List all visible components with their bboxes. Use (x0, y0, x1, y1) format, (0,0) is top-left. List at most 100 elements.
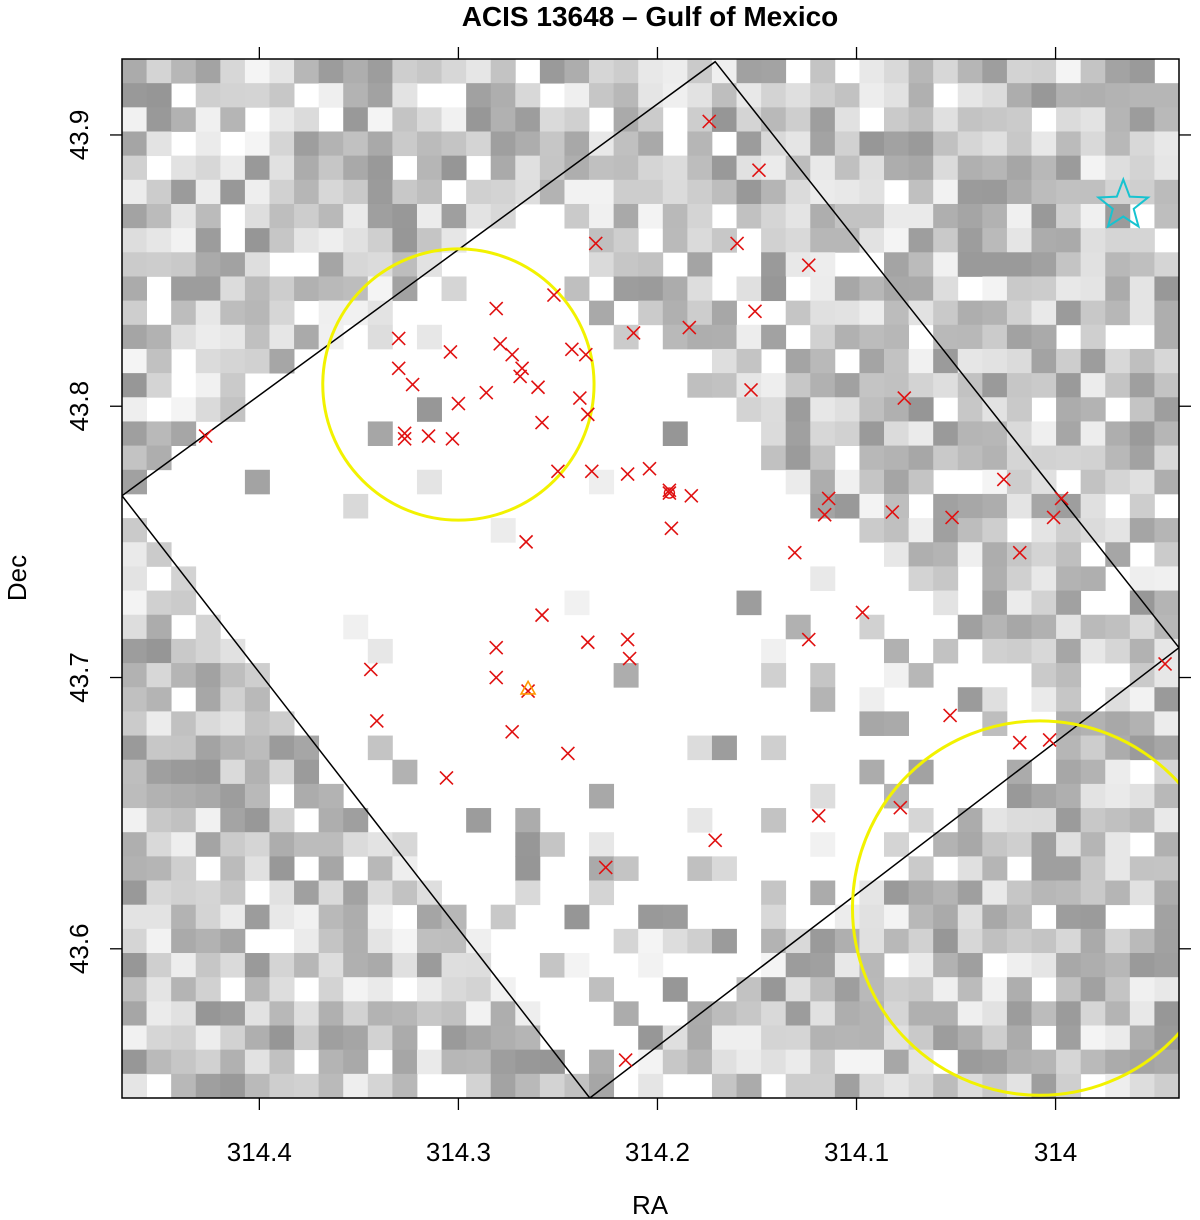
heatmap-cell (859, 421, 885, 446)
heatmap-cell (810, 397, 836, 422)
source-x-marker (451, 396, 466, 411)
heatmap-cell (859, 373, 885, 398)
heatmap-cell (785, 977, 811, 1002)
heatmap-cell (539, 953, 565, 978)
heatmap-cell (1080, 155, 1106, 181)
heatmap-cell (638, 928, 664, 954)
heatmap-cell (736, 977, 762, 1002)
heatmap-cell (1105, 107, 1131, 132)
heatmap-cell (711, 179, 737, 205)
heatmap-cell (933, 542, 959, 567)
heatmap-cell (736, 348, 762, 374)
heatmap-cell (711, 1049, 737, 1075)
heatmap-cell (884, 131, 909, 157)
heatmap-cell (122, 614, 147, 640)
source-x-marker (1042, 732, 1057, 747)
heatmap-cell (146, 179, 172, 205)
heatmap-cell (1105, 131, 1131, 157)
y-tick-label: 43.6 (64, 923, 94, 974)
heatmap-cell (294, 179, 320, 205)
heatmap-cell (294, 735, 320, 761)
heatmap-cell (244, 300, 270, 326)
heatmap-cell (1056, 348, 1082, 374)
heatmap-cell (785, 953, 811, 978)
heatmap-cell (146, 590, 172, 616)
heatmap-cell (810, 953, 836, 978)
heatmap-cell (1006, 542, 1032, 567)
heatmap-cell (1080, 566, 1106, 591)
heatmap-cell (884, 373, 909, 398)
heatmap-cell (957, 155, 983, 181)
heatmap-cell (515, 83, 541, 108)
heatmap-cell (244, 131, 270, 157)
heatmap-cell (318, 832, 344, 857)
heatmap-cell (146, 421, 172, 446)
heatmap-cell (171, 324, 197, 350)
target-triangle-marker (519, 679, 537, 695)
heatmap-cell (1031, 687, 1057, 712)
heatmap-cell (1105, 856, 1131, 881)
heatmap-cell (711, 107, 737, 132)
heatmap-cell (908, 469, 934, 495)
heatmap-cell (1105, 445, 1131, 471)
heatmap-cell (269, 83, 295, 108)
heatmap-cell (490, 1001, 516, 1026)
heatmap-cell (195, 832, 221, 857)
heatmap-cell (1006, 638, 1032, 664)
heatmap-cell (1105, 542, 1131, 567)
heatmap-cell (736, 373, 762, 398)
heatmap-cell (318, 252, 344, 277)
heatmap-cell (1105, 953, 1131, 978)
heatmap-cell (761, 59, 787, 84)
heatmap-cell (1129, 445, 1155, 471)
heatmap-cell (392, 928, 418, 954)
heatmap-cell (982, 493, 1008, 519)
heatmap-cell (933, 1001, 959, 1026)
heatmap-cell (195, 783, 221, 809)
heatmap-cell (343, 493, 369, 519)
heatmap-cell (343, 928, 369, 954)
heatmap-cell (638, 300, 664, 326)
source-x-marker (1158, 656, 1173, 672)
heatmap-cell (884, 324, 909, 350)
heatmap-cell (294, 1073, 320, 1098)
heatmap-cell (638, 131, 664, 157)
heatmap-cell (1006, 614, 1032, 640)
heatmap-cell (441, 1025, 467, 1051)
heatmap-cell (933, 373, 959, 398)
heatmap-cell (490, 1025, 516, 1051)
heatmap-cell (343, 977, 369, 1002)
heatmap-cell (834, 83, 860, 108)
heatmap-cell (711, 155, 737, 181)
heatmap-cell (1006, 276, 1032, 302)
source-x-marker (391, 361, 406, 376)
heatmap-cell (859, 348, 885, 374)
star-marker (1095, 176, 1151, 229)
heatmap-cell (1056, 904, 1082, 930)
heatmap-cell (195, 1001, 221, 1026)
heatmap-cell (785, 373, 811, 398)
x-tick-label: 314.3 (426, 1137, 491, 1167)
heatmap-cell (490, 83, 516, 108)
heatmap-cell (1031, 663, 1057, 688)
heatmap-cell (859, 928, 885, 954)
heatmap-cell (122, 1025, 147, 1051)
heatmap-cell (982, 542, 1008, 567)
heatmap-cell (687, 252, 713, 277)
heatmap-cell (711, 856, 737, 881)
heatmap-cell (318, 928, 344, 954)
heatmap-cell (884, 228, 909, 253)
heatmap-cell (1154, 783, 1179, 809)
heatmap-cell (146, 228, 172, 253)
source-x-marker (787, 545, 802, 560)
heatmap-cell (736, 397, 762, 422)
heatmap-cell (171, 421, 197, 446)
heatmap-cell (220, 808, 246, 833)
heatmap-cell (269, 832, 295, 857)
heatmap-cell (1129, 977, 1155, 1002)
heatmap-cell (613, 663, 639, 688)
heatmap-cell (1056, 735, 1082, 761)
heatmap-cell (810, 155, 836, 181)
heatmap-cell (171, 808, 197, 833)
heatmap-cell (859, 880, 885, 906)
